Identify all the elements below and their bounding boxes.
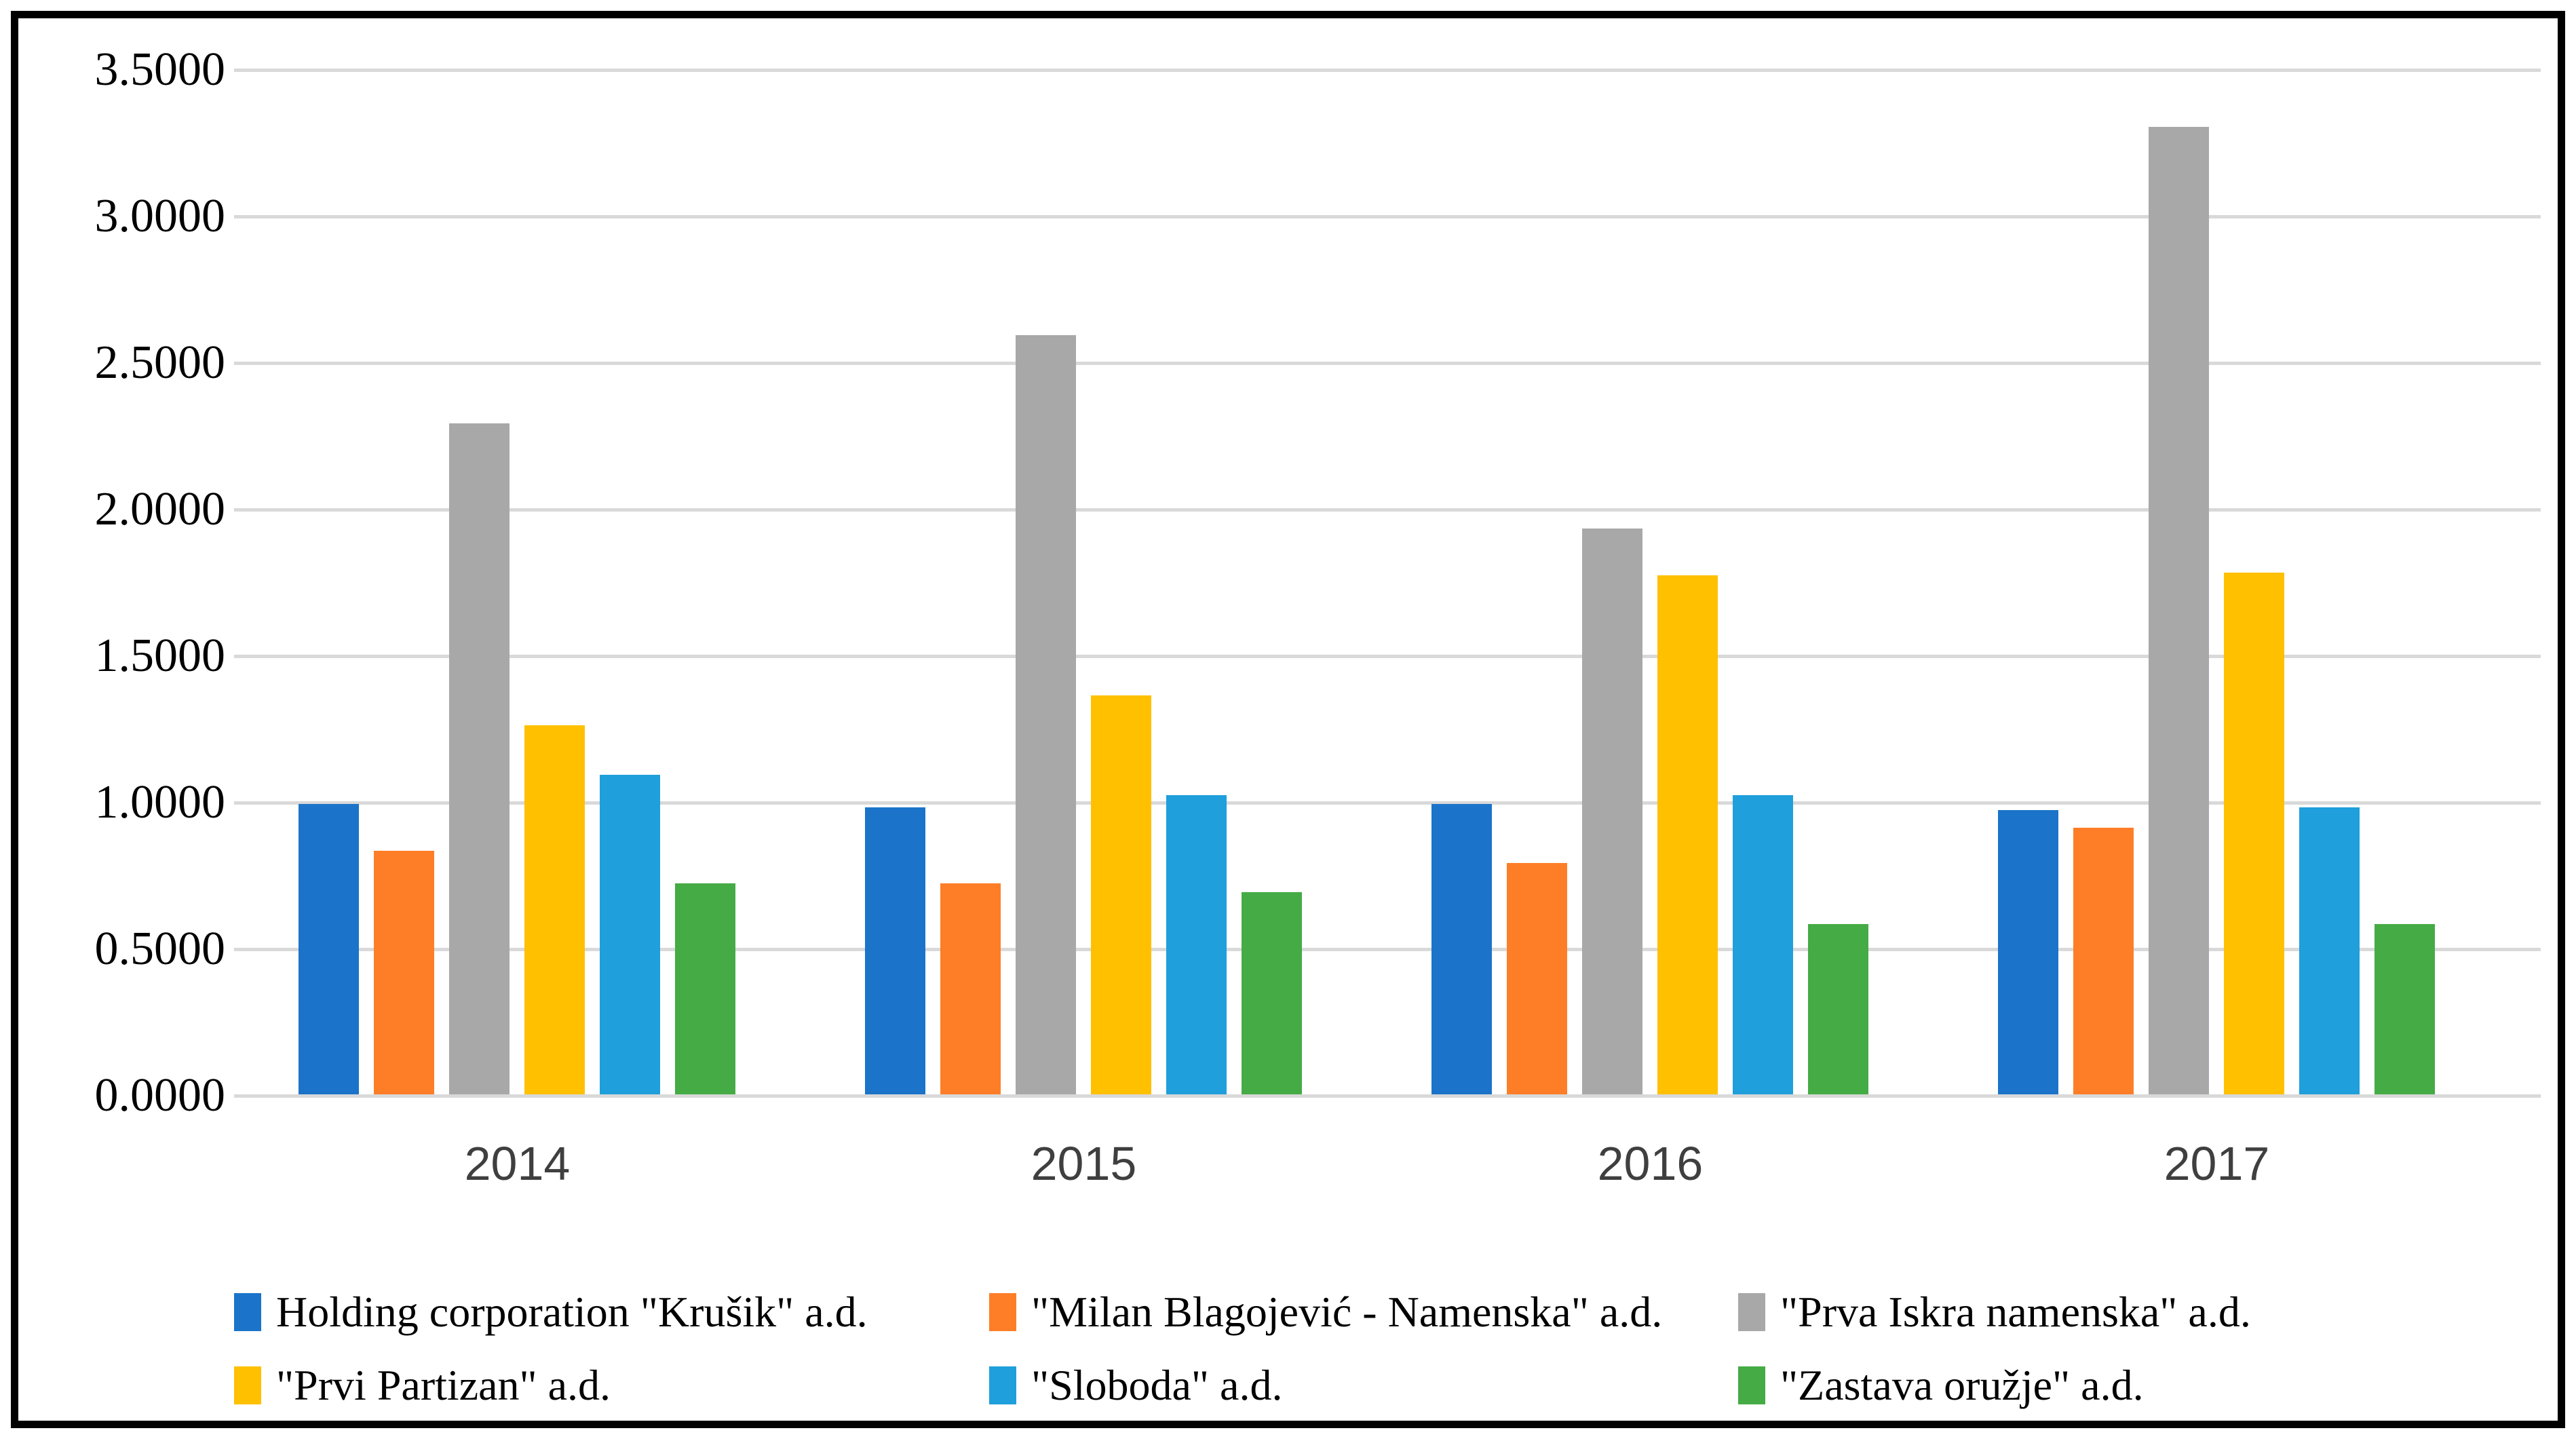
bar-2016-series4 (1657, 575, 1718, 1094)
gridline-3.5000 (234, 69, 2541, 72)
gridline-0.0000 (234, 1094, 2541, 1098)
bar-2017-series6 (2375, 924, 2435, 1094)
legend-label: "Zastava oružje" a.d. (1780, 1361, 2144, 1409)
bar-2014-series1 (299, 804, 359, 1094)
x-axis-tick-label-2014: 2014 (464, 1137, 571, 1190)
legend-label: "Prva Iskra namenska" a.d. (1780, 1288, 2251, 1336)
y-axis-tick-label: 2.5000 (94, 337, 226, 389)
bar-2017-series5 (2299, 807, 2360, 1094)
bar-2016-series5 (1733, 795, 1793, 1094)
bar-2015-series5 (1166, 795, 1227, 1094)
bar-2016-series3 (1582, 529, 1642, 1094)
gridline-2.0000 (234, 508, 2541, 512)
bar-2014-series2 (374, 851, 434, 1094)
gridline-2.5000 (234, 362, 2541, 365)
legend-item-series4: "Prvi Partizan" a.d. (234, 1361, 611, 1410)
y-axis-tick-label: 3.5000 (94, 43, 226, 96)
figure-border (11, 11, 2565, 1428)
legend-label: Holding corporation "Krušik" a.d. (276, 1288, 868, 1336)
legend-item-series5: "Sloboda" a.d. (989, 1361, 1282, 1410)
y-axis-tick-label: 2.0000 (94, 483, 226, 535)
gridline-1.5000 (234, 655, 2541, 658)
legend-item-series2: "Milan Blagojević - Namenska" a.d. (989, 1288, 1662, 1337)
x-axis-tick-label-2015: 2015 (1031, 1137, 1137, 1190)
bar-2017-series4 (2224, 573, 2284, 1094)
y-axis-tick-label: 1.5000 (94, 630, 226, 682)
legend-swatch-icon (989, 1293, 1016, 1331)
legend-swatch-icon (234, 1366, 261, 1404)
bar-2017-series2 (2073, 828, 2134, 1094)
bar-2014-series3 (449, 423, 510, 1094)
legend-swatch-icon (1738, 1366, 1765, 1404)
legend-label: "Sloboda" a.d. (1031, 1361, 1283, 1409)
x-axis-tick-label-2016: 2016 (1597, 1137, 1704, 1190)
bar-2015-series2 (940, 883, 1001, 1094)
bar-2014-series5 (600, 775, 660, 1094)
bar-2016-series6 (1808, 924, 1868, 1094)
legend-item-series1: Holding corporation "Krušik" a.d. (234, 1288, 868, 1337)
bar-2015-series4 (1091, 695, 1151, 1094)
x-axis-tick-label-2017: 2017 (2164, 1137, 2270, 1190)
bar-2017-series3 (2149, 127, 2209, 1094)
bar-2017-series1 (1998, 810, 2058, 1094)
legend-item-series6: "Zastava oružje" a.d. (1738, 1361, 2144, 1410)
legend-swatch-icon (1738, 1293, 1765, 1331)
legend-swatch-icon (989, 1366, 1016, 1404)
y-axis-tick-label: 1.0000 (94, 776, 226, 828)
gridline-0.5000 (234, 948, 2541, 951)
y-axis-tick-label: 0.0000 (94, 1069, 226, 1121)
bar-2014-series4 (524, 725, 585, 1094)
gridline-1.0000 (234, 801, 2541, 805)
bar-2014-series6 (675, 883, 735, 1094)
bar-2015-series1 (865, 807, 925, 1094)
legend-label: "Milan Blagojević - Namenska" a.d. (1031, 1288, 1663, 1336)
gridline-3.0000 (234, 215, 2541, 218)
y-axis-tick-label: 0.5000 (94, 923, 226, 975)
legend-swatch-icon (234, 1293, 261, 1331)
bar-2016-series1 (1431, 804, 1492, 1094)
bar-2016-series2 (1507, 863, 1567, 1094)
legend-item-series3: "Prva Iskra namenska" a.d. (1738, 1288, 2251, 1337)
y-axis-tick-label: 3.0000 (94, 190, 226, 242)
legend-label: "Prvi Partizan" a.d. (276, 1361, 611, 1409)
bar-2015-series6 (1242, 892, 1302, 1094)
bar-2015-series3 (1016, 335, 1076, 1094)
